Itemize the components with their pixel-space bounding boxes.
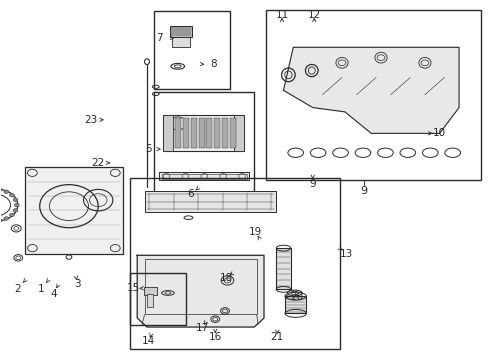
- Bar: [170, 26, 191, 37]
- Text: 3: 3: [74, 279, 81, 289]
- Text: 14: 14: [142, 336, 155, 346]
- Bar: [198, 118, 204, 148]
- Bar: [154, 12, 229, 89]
- Polygon shape: [137, 255, 264, 327]
- Circle shape: [9, 213, 14, 217]
- Bar: [143, 287, 157, 295]
- Bar: [144, 259, 256, 315]
- Bar: [154, 92, 254, 202]
- Text: 5: 5: [145, 144, 151, 154]
- Bar: [147, 294, 153, 307]
- Text: 4: 4: [50, 289, 57, 299]
- Text: 22: 22: [91, 158, 104, 168]
- Text: 15: 15: [126, 283, 140, 293]
- Bar: [172, 36, 189, 46]
- Bar: [276, 248, 290, 289]
- Text: 11: 11: [275, 10, 288, 20]
- Bar: [130, 273, 185, 325]
- Bar: [233, 116, 243, 151]
- Bar: [222, 118, 227, 148]
- Bar: [175, 118, 181, 148]
- Text: 13: 13: [340, 248, 353, 258]
- Circle shape: [0, 188, 2, 192]
- Bar: [206, 118, 212, 148]
- Bar: [130, 178, 339, 348]
- Circle shape: [9, 193, 14, 197]
- Circle shape: [13, 208, 18, 212]
- Text: 9: 9: [309, 179, 315, 189]
- Circle shape: [14, 203, 19, 207]
- Text: 2: 2: [14, 284, 20, 294]
- Text: 12: 12: [307, 10, 320, 20]
- Circle shape: [13, 198, 18, 202]
- Polygon shape: [283, 47, 458, 134]
- Bar: [229, 118, 235, 148]
- Text: 8: 8: [209, 59, 216, 69]
- Text: 10: 10: [432, 129, 445, 138]
- Bar: [25, 167, 122, 253]
- Bar: [163, 116, 243, 151]
- Text: 20: 20: [290, 292, 303, 302]
- Text: 21: 21: [270, 332, 283, 342]
- Circle shape: [4, 190, 9, 194]
- Text: 7: 7: [156, 33, 162, 42]
- Bar: [183, 118, 188, 148]
- Bar: [190, 118, 196, 148]
- Circle shape: [0, 219, 2, 222]
- Text: 16: 16: [208, 332, 222, 342]
- Bar: [285, 296, 306, 314]
- Bar: [214, 118, 220, 148]
- Text: 18: 18: [219, 273, 232, 283]
- Circle shape: [4, 217, 9, 220]
- Text: 17: 17: [195, 323, 208, 333]
- Text: 1: 1: [38, 284, 44, 294]
- Text: 23: 23: [84, 115, 97, 125]
- Bar: [159, 172, 249, 180]
- Bar: [266, 10, 480, 180]
- Text: 19: 19: [248, 227, 262, 237]
- Text: 6: 6: [187, 189, 194, 199]
- Bar: [163, 116, 172, 151]
- Bar: [144, 191, 276, 212]
- Text: 9: 9: [360, 186, 367, 196]
- Bar: [161, 174, 246, 179]
